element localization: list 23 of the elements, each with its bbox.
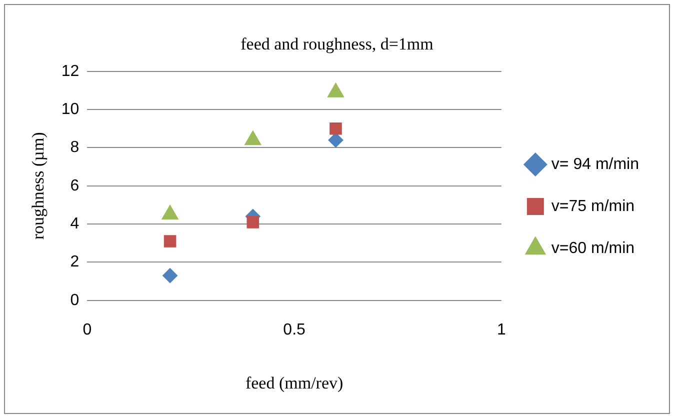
y-tick-label: 0 — [70, 292, 80, 309]
chart-title: feed and roughness, d=1mm — [240, 34, 434, 54]
y-axis-title: roughness (µm) — [28, 132, 48, 240]
y-tick-label: 8 — [70, 139, 80, 156]
x-tick-label: 0.5 — [283, 321, 306, 338]
legend-label: v= 94 m/min — [551, 156, 640, 173]
y-tick-label: 6 — [70, 177, 80, 194]
y-tick-label: 4 — [70, 215, 80, 232]
point — [246, 216, 260, 228]
legend-label: v=60 m/min — [551, 240, 635, 257]
point — [164, 235, 176, 248]
y-tick-label: 10 — [61, 100, 80, 118]
y-tick-label: 2 — [70, 254, 80, 271]
legend-label: v=75 m/min — [551, 198, 635, 215]
y-tick-label: 12 — [61, 62, 80, 80]
x-tick-label: 1 — [496, 321, 506, 338]
point — [162, 268, 178, 284]
x-tick-label: 0 — [82, 321, 92, 338]
point — [328, 132, 344, 148]
point — [244, 130, 262, 146]
point — [330, 122, 342, 135]
point — [327, 82, 344, 98]
x-axis-title: feed (mm/rev) — [245, 373, 344, 392]
